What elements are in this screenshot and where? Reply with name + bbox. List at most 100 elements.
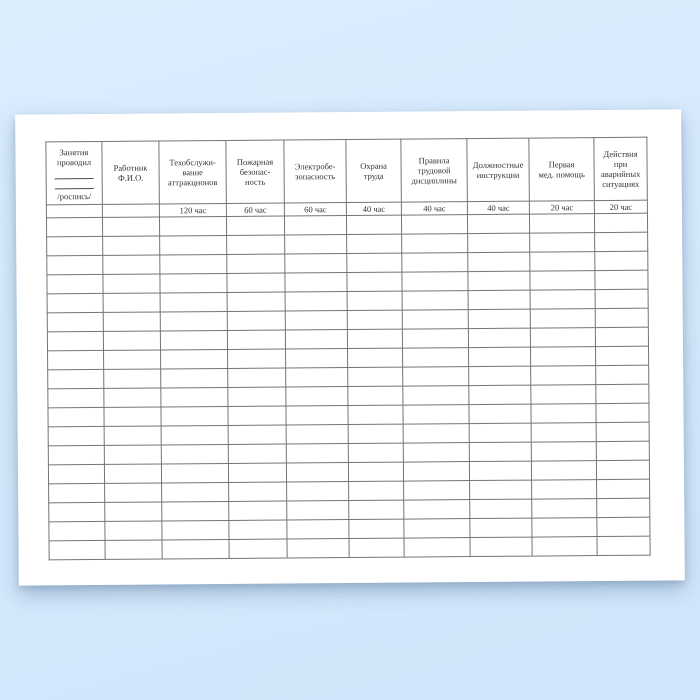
header-cell-discipline-rules: Правила трудовой дисциплины (400, 138, 468, 203)
header-label-line: ность (244, 176, 266, 187)
hours-value: 60 час (244, 204, 267, 215)
empty-cell-employee-name (104, 444, 162, 465)
empty-cell-labor-protection (348, 500, 404, 520)
empty-cell-job-instructions (467, 252, 530, 272)
empty-cell-labor-protection (347, 405, 404, 425)
empty-cell-fire-safety (227, 311, 286, 331)
empty-cell-job-instructions (469, 442, 532, 462)
empty-cell-electrical-safety (284, 234, 347, 255)
empty-cell-job-instructions (467, 271, 531, 291)
empty-cell-emergency-actions (594, 232, 648, 252)
empty-cell-ride-maintenance (160, 349, 228, 369)
empty-cell-employee-name (103, 387, 161, 408)
empty-cell-electrical-safety (286, 443, 349, 464)
empty-cell-discipline-rules (402, 328, 469, 349)
hours-cell-labor-protection: 40 час (346, 202, 402, 216)
header-label-line: дисциплины (411, 175, 457, 186)
empty-cell-first-aid (530, 289, 596, 310)
empty-cell-employee-name (103, 311, 161, 332)
empty-cell-sessions-conductor (48, 483, 105, 503)
empty-cell-job-instructions (468, 309, 531, 329)
header-cell-first-aid: Первая мед. помощь (528, 137, 595, 202)
empty-cell-electrical-safety (285, 367, 348, 388)
header-label-line: ситуациях (602, 178, 640, 190)
hours-cell-job-instructions: 40 час (467, 201, 530, 215)
empty-cell-ride-maintenance (159, 273, 228, 293)
empty-cell-fire-safety (229, 539, 288, 559)
empty-cell-first-aid (530, 346, 596, 367)
hours-cell-employee-name (102, 203, 160, 218)
empty-cell-fire-safety (228, 425, 287, 445)
empty-cell-ride-maintenance (160, 292, 228, 312)
empty-cell-discipline-rules (402, 309, 469, 330)
empty-cell-emergency-actions (595, 384, 649, 404)
empty-cell-first-aid (530, 327, 596, 348)
empty-cell-emergency-actions (596, 441, 650, 461)
empty-cell-ride-maintenance (161, 520, 230, 540)
empty-cell-ride-maintenance (160, 406, 229, 426)
header-label-line: Первая (548, 159, 575, 170)
empty-cell-job-instructions (469, 499, 532, 519)
empty-cell-fire-safety (228, 520, 288, 540)
empty-cell-job-instructions (468, 290, 531, 310)
empty-cell-discipline-rules (403, 518, 470, 539)
empty-cell-job-instructions (468, 366, 531, 386)
header-cell-emergency-actions: Действия при аварийных ситуациях (593, 137, 648, 201)
empty-cell-electrical-safety (284, 253, 347, 274)
empty-cell-first-aid (531, 498, 597, 519)
header-cell-job-instructions: Должностные инструкции (466, 138, 530, 202)
empty-cell-labor-protection (346, 215, 402, 235)
empty-cell-first-aid (529, 251, 595, 272)
empty-cell-discipline-rules (403, 537, 471, 558)
empty-cell-discipline-rules (402, 347, 469, 368)
empty-cell-employee-name (103, 349, 161, 370)
empty-cell-labor-protection (347, 310, 403, 330)
empty-cell-electrical-safety (286, 519, 350, 540)
empty-cell-fire-safety (227, 406, 287, 426)
table-body: Занятия проводил/роспись/Работник Ф.И.О. Те… (45, 137, 651, 560)
empty-cell-discipline-rules (403, 423, 470, 444)
empty-cell-sessions-conductor (47, 369, 104, 389)
empty-cell-job-instructions (469, 461, 532, 481)
empty-cell-sessions-conductor (46, 217, 103, 237)
empty-cell-first-aid (530, 403, 597, 424)
empty-cell-sessions-conductor (47, 388, 104, 408)
empty-cell-labor-protection (348, 481, 404, 501)
empty-cell-labor-protection (347, 348, 403, 368)
header-label-line: аварийных (600, 168, 641, 180)
empty-cell-sessions-conductor (47, 293, 104, 313)
empty-cell-labor-protection (347, 367, 403, 387)
empty-cell-ride-maintenance (159, 254, 227, 274)
empty-cell-labor-protection (348, 443, 404, 463)
empty-cell-emergency-actions (595, 327, 649, 347)
empty-cell-emergency-actions (594, 270, 649, 290)
paper-sheet: Занятия проводил/роспись/Работник Ф.И.О. Те… (15, 109, 685, 586)
empty-cell-first-aid (529, 213, 595, 234)
empty-cell-labor-protection (349, 538, 405, 558)
empty-cell-job-instructions (468, 404, 532, 424)
signature-header-block: Занятия проводил/роспись/ (46, 142, 101, 204)
empty-cell-sessions-conductor (48, 464, 105, 484)
header-cell-fire-safety: Пожарная безопас-ность (225, 140, 285, 204)
hours-cell-electrical-safety: 60 час (284, 202, 347, 217)
empty-cell-fire-safety (227, 387, 286, 407)
empty-cell-fire-safety (227, 292, 286, 312)
empty-cell-emergency-actions (596, 460, 650, 480)
hours-value: 120 час (179, 205, 207, 216)
empty-cell-discipline-rules (403, 461, 470, 482)
empty-cell-first-aid (531, 536, 598, 557)
header-label-line: трудовой (417, 165, 451, 176)
empty-cell-job-instructions (467, 214, 530, 234)
empty-cell-labor-protection (347, 329, 403, 349)
empty-cell-job-instructions (469, 423, 532, 443)
empty-cell-employee-name (103, 292, 161, 313)
empty-cell-ride-maintenance (161, 501, 229, 521)
hours-cell-discipline-rules: 40 час (401, 201, 468, 216)
empty-cell-discipline-rules (402, 404, 470, 425)
signature-line (54, 178, 94, 180)
header-label-line: Правила (418, 155, 450, 166)
empty-cell-job-instructions (469, 518, 532, 538)
empty-cell-labor-protection (346, 272, 403, 292)
empty-cell-first-aid (529, 232, 595, 253)
empty-cell-fire-safety (226, 254, 285, 274)
